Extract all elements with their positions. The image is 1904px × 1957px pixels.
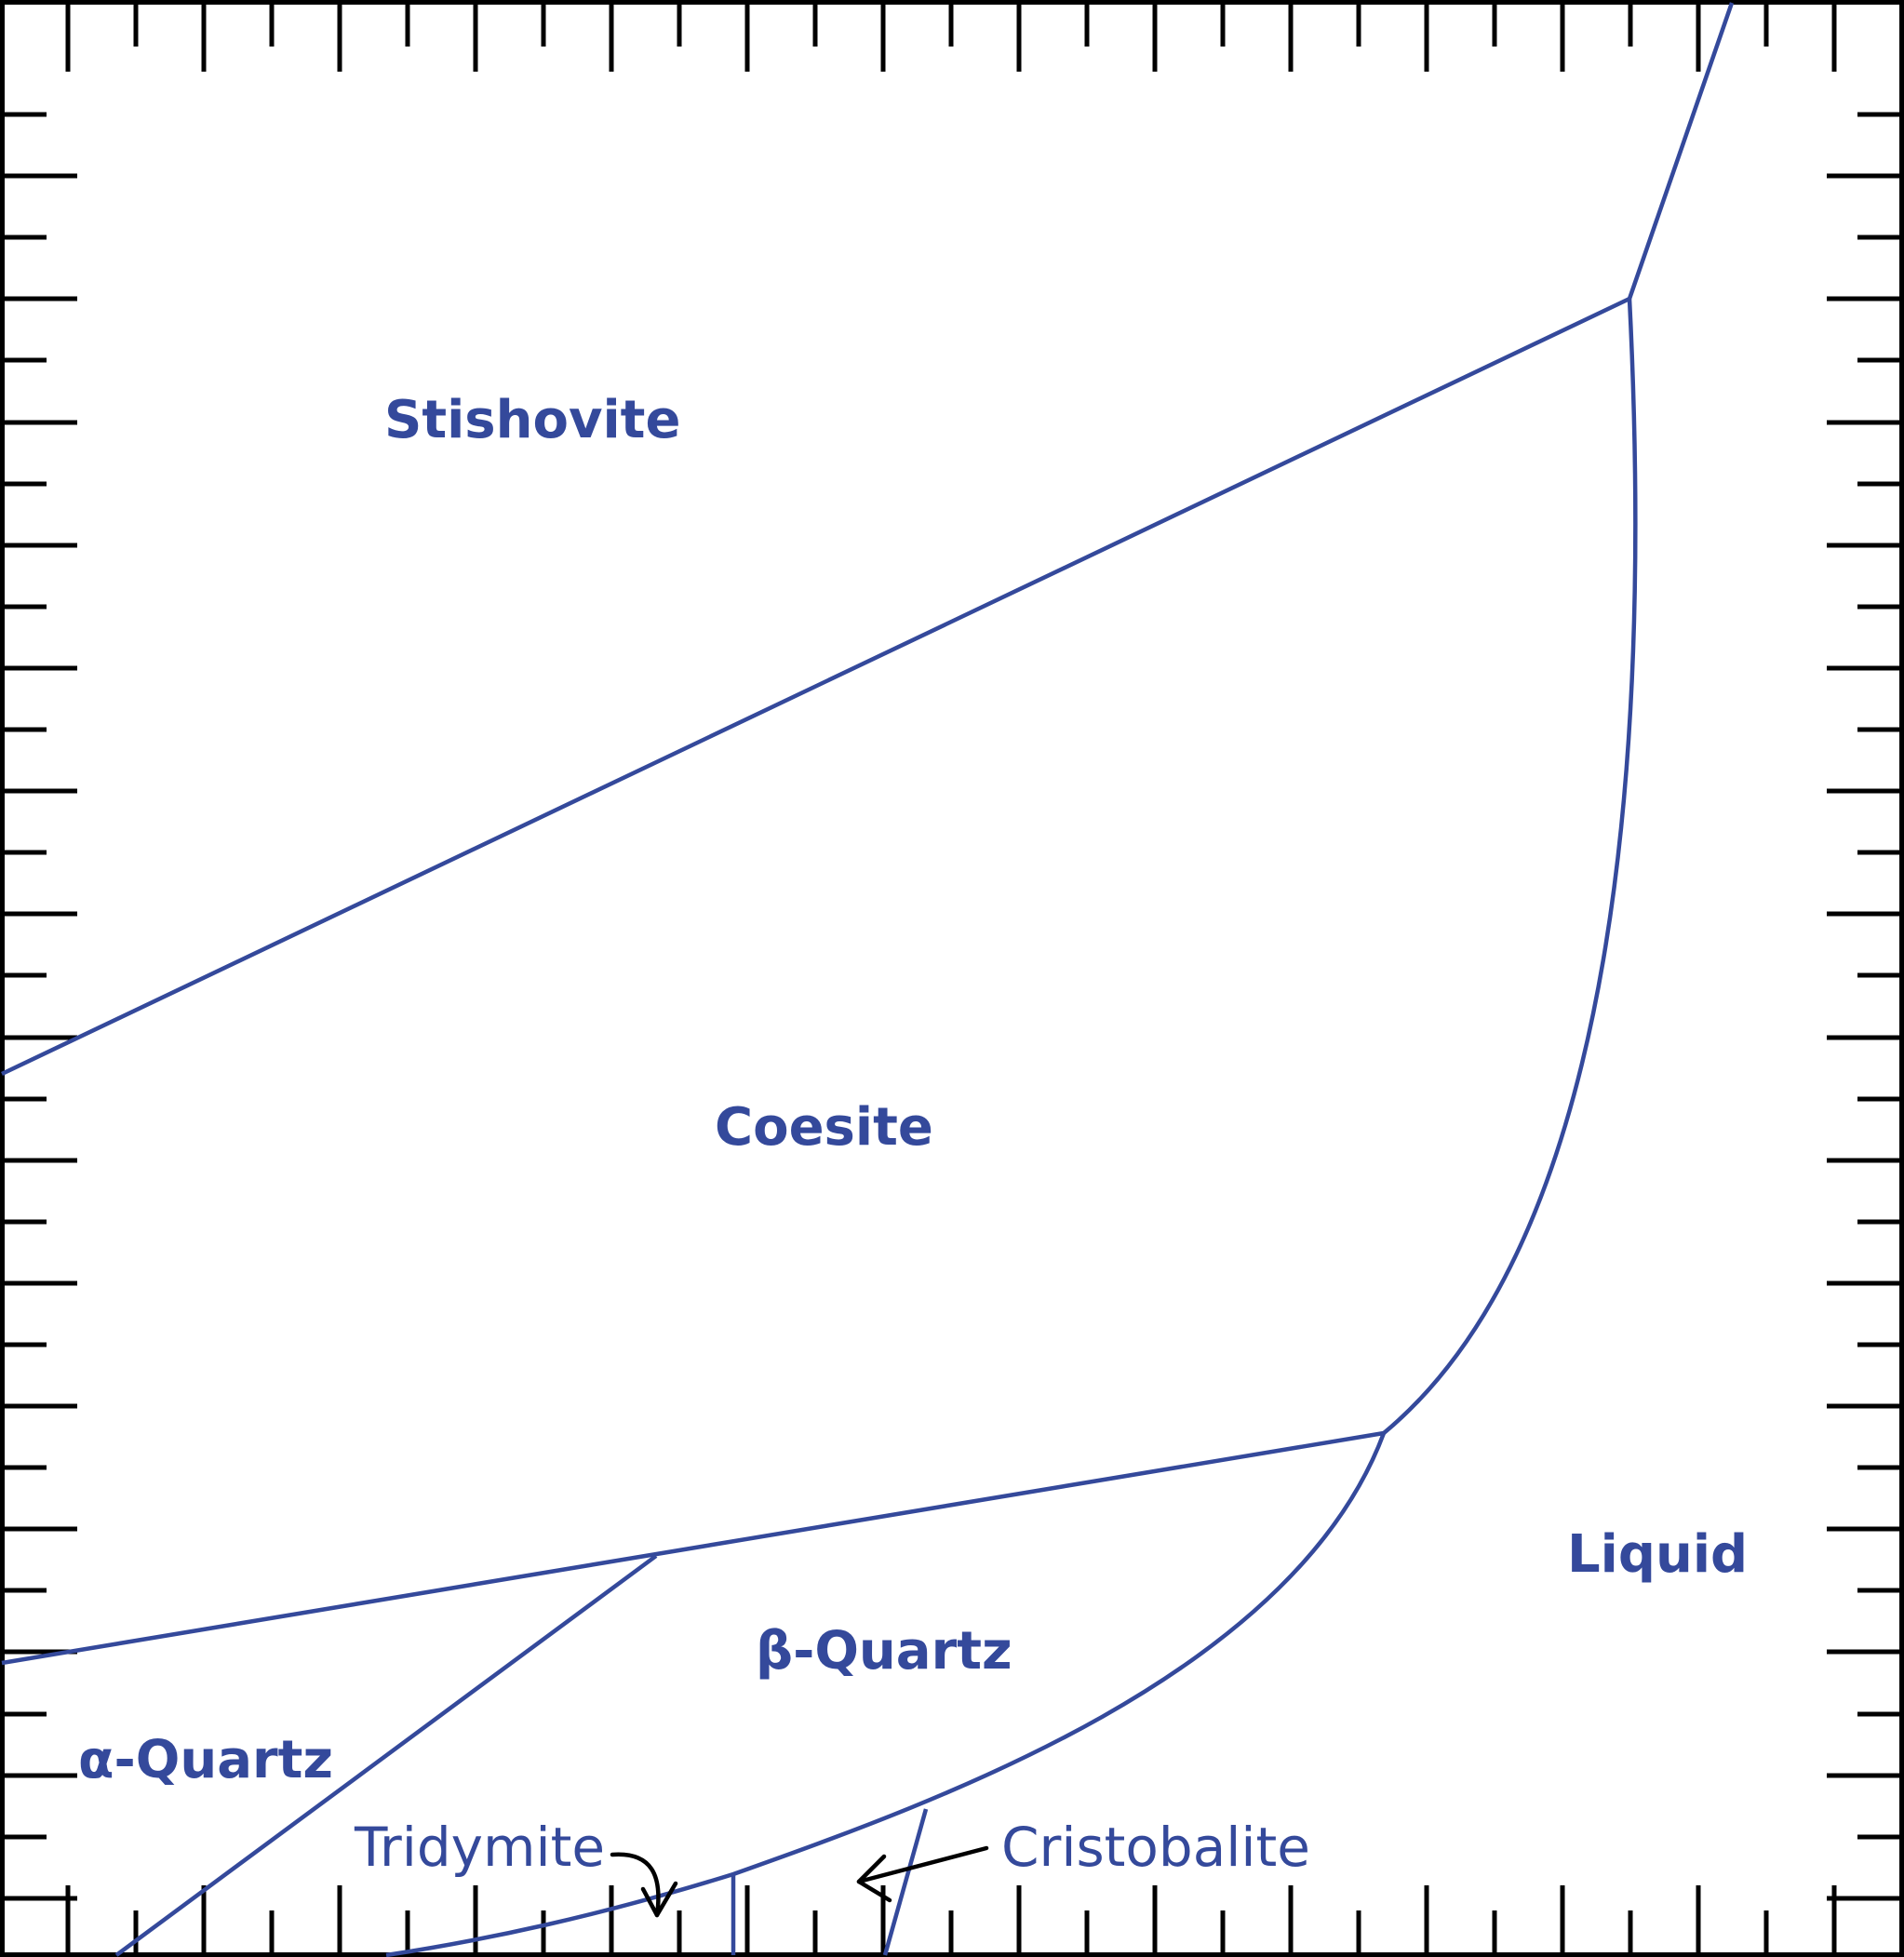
label-coesite: Coesite bbox=[715, 1097, 933, 1158]
label-cristobalite: Cristobalite bbox=[1001, 1816, 1310, 1879]
stishovite-coesite-boundary bbox=[1, 296, 1630, 1077]
coesite-quartz-boundary bbox=[1, 1430, 1385, 1666]
label-tridymite: Tridymite bbox=[354, 1816, 605, 1879]
label-beta-quartz: β-Quartz bbox=[756, 1621, 1012, 1682]
tridymite-arrow bbox=[610, 1852, 661, 1918]
alpha-beta-quartz-boundary bbox=[114, 1554, 658, 1957]
label-stishovite: Stishovite bbox=[384, 390, 680, 450]
cristobalite-boundary bbox=[882, 1808, 929, 1956]
label-alpha-quartz: α-Quartz bbox=[78, 1730, 333, 1790]
quartz-liquid-boundary bbox=[385, 1432, 1387, 1957]
cristobalite-arrow bbox=[856, 1845, 989, 1884]
stishovite-liquid-boundary bbox=[1627, 2, 1735, 300]
phase-boundaries bbox=[1, 2, 1735, 1957]
coesite-liquid-boundary bbox=[1382, 298, 1638, 1435]
cristobalite-arrowhead bbox=[856, 1854, 892, 1903]
label-liquid: Liquid bbox=[1567, 1524, 1748, 1585]
callout-arrows bbox=[610, 1845, 989, 1918]
phase-labels: Stishovite Coesite Liquid β-Quartz α-Qua… bbox=[78, 390, 1748, 1879]
tridymite-arrowhead bbox=[640, 1881, 678, 1918]
